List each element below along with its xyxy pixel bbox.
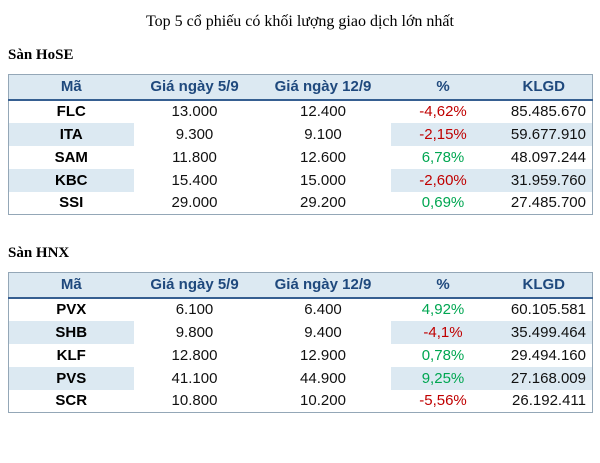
table-row: SAM 11.800 12.600 6,78% 48.097.244 xyxy=(8,145,593,169)
price-cell: 11.800 xyxy=(133,145,256,169)
price-cell: 9.100 xyxy=(255,122,391,146)
price-cell: 9.300 xyxy=(133,122,256,146)
table-row: SSI 29.000 29.200 0,69% 27.485.700 xyxy=(8,191,593,215)
price-cell: 29.200 xyxy=(255,191,391,215)
price-cell: 13.000 xyxy=(133,99,256,123)
price-cell: 10.200 xyxy=(255,389,391,413)
percent-value: 0,78% xyxy=(390,343,496,367)
percent-value: 9,25% xyxy=(390,366,496,390)
price-cell: 41.100 xyxy=(133,366,256,390)
ticker-cell: SCR xyxy=(8,389,134,413)
percent-value: -4,62% xyxy=(390,99,496,123)
ticker-cell: SAM xyxy=(8,145,134,169)
column-header-pct: % xyxy=(390,272,496,299)
ticker-cell: FLC xyxy=(8,99,134,123)
price-cell: 12.900 xyxy=(255,343,391,367)
price-cell: 15.400 xyxy=(133,168,256,192)
table-row: SHB 9.800 9.400 -4,1% 35.499.464 xyxy=(8,320,593,344)
table-row: ITA 9.300 9.100 -2,15% 59.677.910 xyxy=(8,122,593,146)
table-row: PVX 6.100 6.400 4,92% 60.105.581 xyxy=(8,297,593,321)
price-cell: 12.800 xyxy=(133,343,256,367)
ticker-cell: SSI xyxy=(8,191,134,215)
section-label-hose: Sàn HoSE xyxy=(8,47,74,63)
hnx-table: Mã Giá ngày 5/9 Giá ngày 12/9 % KLGD PVX… xyxy=(8,272,593,413)
price-cell: 12.400 xyxy=(255,99,391,123)
table-row: SCR 10.800 10.200 -5,56% 26.192.411 xyxy=(8,389,593,413)
percent-value: -4,1% xyxy=(390,320,496,344)
column-header-ma: Mã xyxy=(8,74,134,101)
ticker-cell: KLF xyxy=(8,343,134,367)
section-label-hnx: Sàn HNX xyxy=(8,245,70,261)
price-cell: 10.800 xyxy=(133,389,256,413)
price-cell: 9.400 xyxy=(255,320,391,344)
ticker-cell: KBC xyxy=(8,168,134,192)
column-header-klgd: KLGD xyxy=(495,74,593,101)
price-cell: 12.600 xyxy=(255,145,391,169)
column-header-gia2: Giá ngày 12/9 xyxy=(255,272,391,299)
price-cell: 6.400 xyxy=(255,297,391,321)
percent-value: 4,92% xyxy=(390,297,496,321)
ticker-cell: ITA xyxy=(8,122,134,146)
column-header-pct: % xyxy=(390,74,496,101)
klgd-cell: 85.485.670 xyxy=(495,99,593,123)
hose-table: Mã Giá ngày 5/9 Giá ngày 12/9 % KLGD FLC… xyxy=(8,74,593,215)
price-cell: 6.100 xyxy=(133,297,256,321)
percent-value: 0,69% xyxy=(390,191,496,215)
ticker-cell: PVX xyxy=(8,297,134,321)
column-header-gia1: Giá ngày 5/9 xyxy=(133,272,256,299)
percent-value: 6,78% xyxy=(390,145,496,169)
klgd-cell: 35.499.464 xyxy=(495,320,593,344)
header-row: Mã Giá ngày 5/9 Giá ngày 12/9 % KLGD xyxy=(8,74,593,101)
table-row: KLF 12.800 12.900 0,78% 29.494.160 xyxy=(8,343,593,367)
klgd-cell: 29.494.160 xyxy=(495,343,593,367)
table-row: KBC 15.400 15.000 -2,60% 31.959.760 xyxy=(8,168,593,192)
column-header-gia2: Giá ngày 12/9 xyxy=(255,74,391,101)
klgd-cell: 31.959.760 xyxy=(495,168,593,192)
klgd-cell: 27.485.700 xyxy=(495,191,593,215)
price-cell: 29.000 xyxy=(133,191,256,215)
document-title: Top 5 cổ phiếu có khối lượng giao dịch l… xyxy=(146,13,454,30)
percent-value: -5,56% xyxy=(390,389,496,413)
price-cell: 15.000 xyxy=(255,168,391,192)
percent-value: -2,15% xyxy=(390,122,496,146)
klgd-cell: 60.105.581 xyxy=(495,297,593,321)
column-header-klgd: KLGD xyxy=(495,272,593,299)
klgd-cell: 59.677.910 xyxy=(495,122,593,146)
table-row: FLC 13.000 12.400 -4,62% 85.485.670 xyxy=(8,99,593,123)
price-cell: 9.800 xyxy=(133,320,256,344)
price-cell: 44.900 xyxy=(255,366,391,390)
ticker-cell: PVS xyxy=(8,366,134,390)
column-header-ma: Mã xyxy=(8,272,134,299)
klgd-cell: 48.097.244 xyxy=(495,145,593,169)
header-row: Mã Giá ngày 5/9 Giá ngày 12/9 % KLGD xyxy=(8,272,593,299)
percent-value: -2,60% xyxy=(390,168,496,192)
klgd-cell: 27.168.009 xyxy=(495,366,593,390)
table-row: PVS 41.100 44.900 9,25% 27.168.009 xyxy=(8,366,593,390)
ticker-cell: SHB xyxy=(8,320,134,344)
column-header-gia1: Giá ngày 5/9 xyxy=(133,74,256,101)
klgd-cell: 26.192.411 xyxy=(495,389,593,413)
